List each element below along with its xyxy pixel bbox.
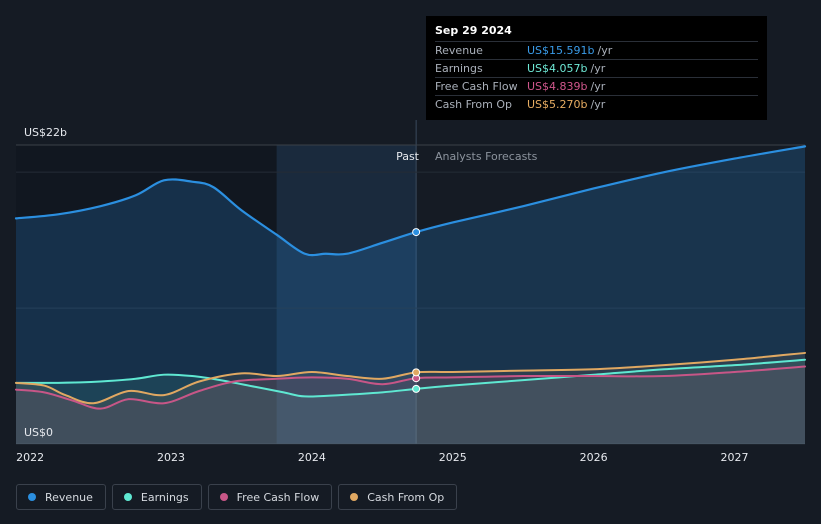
x-tick-label: 2023 — [157, 451, 185, 464]
x-tick-label: 2022 — [16, 451, 44, 464]
legend-item-earnings[interactable]: Earnings — [111, 484, 202, 510]
y-axis-min-label: US$0 — [24, 426, 53, 439]
cfo-line — [15, 351, 806, 405]
tooltip-row-earnings: Earnings US$4.057b /yr — [435, 59, 758, 77]
earnings-area — [16, 359, 805, 444]
legend-label: Free Cash Flow — [236, 490, 320, 504]
tooltip-row-revenue: Revenue US$15.591b /yr — [435, 41, 758, 59]
tooltip-value: US$5.270b — [527, 98, 588, 111]
x-tick-label: 2025 — [439, 451, 467, 464]
plot-background — [16, 120, 417, 444]
hover-markers — [412, 228, 421, 393]
series-lines — [14, 145, 807, 410]
tooltip-date: Sep 29 2024 — [435, 24, 512, 37]
chart-legend: Revenue Earnings Free Cash Flow Cash Fro… — [16, 484, 458, 510]
tooltip-unit: /yr — [590, 62, 606, 75]
forecast-label: Analysts Forecasts — [435, 150, 538, 163]
gridlines — [16, 144, 805, 445]
cfo-marker — [412, 368, 421, 377]
revenue-dot-icon — [28, 493, 36, 501]
tooltip-value: US$4.057b — [527, 62, 588, 75]
free-cash-flow-dot-icon — [219, 493, 228, 501]
legend-item-free-cash-flow[interactable]: Free Cash Flow — [207, 484, 333, 510]
legend-label: Earnings — [140, 490, 189, 504]
legend-label: Cash From Op — [367, 490, 445, 504]
earnings-marker — [412, 384, 421, 393]
x-tick-label: 2027 — [721, 451, 749, 464]
fcf-line — [15, 365, 806, 410]
tooltip-label: Revenue — [435, 44, 483, 57]
tooltip-unit: /yr — [590, 98, 606, 111]
revenue-marker — [412, 228, 421, 237]
legend-label: Revenue — [45, 490, 93, 504]
legend-item-cash-from-op[interactable]: Cash From Op — [338, 484, 458, 510]
x-axis-ticks: 2022 2023 2024 2025 2026 2027 — [16, 451, 748, 464]
cash-from-op-dot-icon — [350, 493, 359, 501]
tooltip-row-free-cash-flow: Free Cash Flow US$4.839b /yr — [435, 77, 758, 95]
x-tick-label: 2024 — [298, 451, 326, 464]
y-axis-max-label: US$22b — [24, 126, 67, 139]
x-tick-label: 2026 — [580, 451, 608, 464]
earnings-dot-icon — [123, 493, 132, 501]
tooltip-value: US$4.839b — [527, 80, 588, 93]
tooltip-label: Cash From Op — [435, 98, 513, 111]
tooltip-unit: /yr — [597, 44, 613, 57]
fcf-area — [16, 366, 805, 444]
past-label: Past — [396, 150, 420, 163]
tooltip-value: US$15.591b — [527, 44, 595, 57]
tooltip-label: Earnings — [435, 62, 483, 75]
revenue-line — [14, 145, 807, 257]
earnings-line — [15, 358, 806, 398]
chart-canvas: US$22b US$0 Past Analysts Forecasts 2022… — [14, 120, 807, 464]
legend-item-revenue[interactable]: Revenue — [16, 484, 106, 510]
tooltip-label: Free Cash Flow — [435, 80, 518, 93]
data-tooltip: Sep 29 2024 Revenue US$15.591b /yr Earni… — [426, 16, 767, 120]
tooltip-unit: /yr — [590, 80, 606, 93]
tooltip-row-cash-from-op: Cash From Op US$5.270b /yr — [435, 95, 758, 113]
axis-labels: US$22b US$0 Past Analysts Forecasts — [24, 126, 538, 439]
